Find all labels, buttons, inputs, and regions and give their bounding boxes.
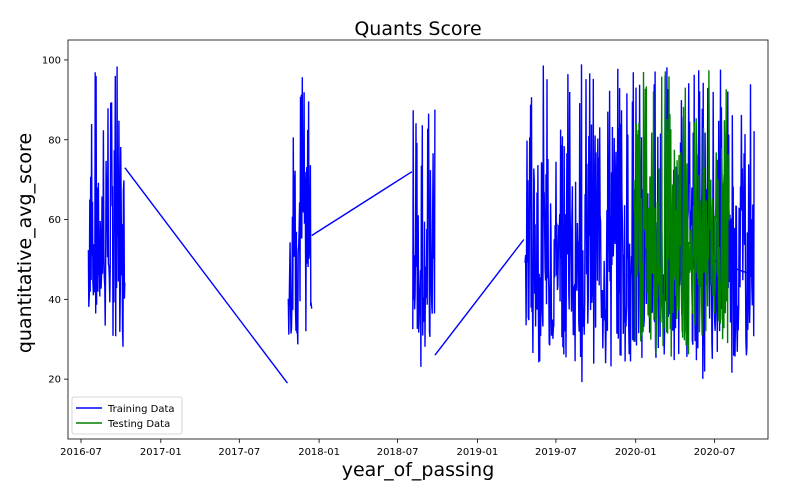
series-0-connector-2 <box>434 239 525 356</box>
plot-area <box>87 64 755 384</box>
y-tick-label-2: 60 <box>48 215 61 226</box>
series-1-cluster-0 <box>633 70 731 357</box>
legend-label-training: Training Data <box>107 404 175 415</box>
y-axis-label: quantitative_avg_score <box>14 133 36 353</box>
series-0-cluster-1 <box>287 77 313 345</box>
x-tick-label-5: 2019-01 <box>457 447 499 458</box>
chart-title: Quants Score <box>354 18 481 40</box>
y-tick-label-4: 100 <box>42 55 61 66</box>
legend-label-testing: Testing Data <box>107 419 170 430</box>
x-tick-label-6: 2019-07 <box>535 447 577 458</box>
axes-frame <box>67 39 769 440</box>
x-tick-label-1: 2017-01 <box>140 447 182 458</box>
x-tick-label-3: 2018-01 <box>298 447 340 458</box>
axis-ticks: 2016-07 2017-01 2017-07 2018-01 2018-07 2019-… <box>42 55 736 458</box>
x-axis-label: year_of_passing <box>342 459 495 481</box>
x-tick-label-4: 2018-07 <box>377 447 419 458</box>
series-testing-data <box>633 70 731 357</box>
x-tick-label-2: 2017-07 <box>218 447 260 458</box>
y-tick-label-0: 20 <box>48 375 61 386</box>
legend-box <box>71 396 183 435</box>
x-tick-label-7: 2020-01 <box>615 447 657 458</box>
series-0-cluster-2 <box>412 109 436 367</box>
series-0-connector-1 <box>311 171 413 237</box>
y-tick-label-3: 80 <box>48 135 61 146</box>
x-tick-label-0: 2016-07 <box>60 447 102 458</box>
series-0-cluster-0 <box>87 66 126 347</box>
series-training-data <box>87 64 755 384</box>
series-0-connector-0 <box>124 167 289 384</box>
x-tick-label-8: 2020-07 <box>694 447 736 458</box>
y-tick-label-1: 40 <box>48 295 61 306</box>
legend: Training Data Testing Data <box>71 396 183 435</box>
